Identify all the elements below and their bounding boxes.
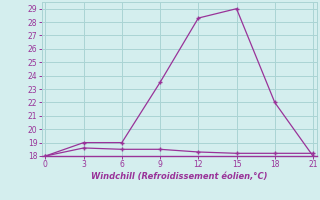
X-axis label: Windchill (Refroidissement éolien,°C): Windchill (Refroidissement éolien,°C)	[91, 172, 268, 181]
